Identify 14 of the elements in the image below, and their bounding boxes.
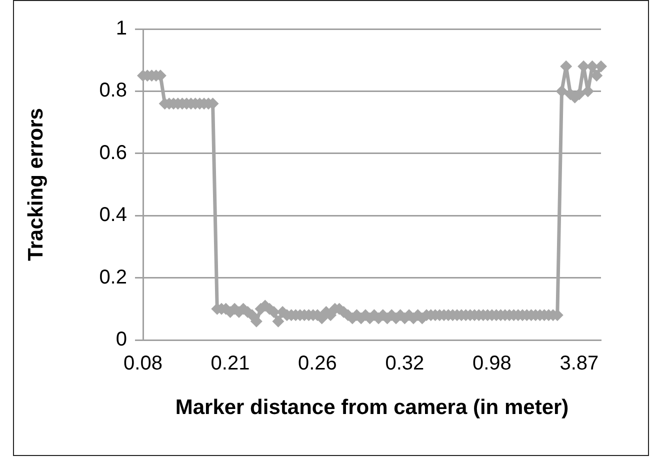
y-tick-label: 0.4 [99,204,127,226]
x-tick-label: 0.21 [210,352,250,375]
y-tick-label: 0.6 [99,142,127,164]
x-tick-label: 0.98 [472,352,512,375]
y-tick-label: 0 [116,328,127,351]
y-tick-label: 1 [116,18,127,40]
y-tick-label: 0.8 [99,80,127,102]
x-tick-label: 3.87 [560,352,599,375]
y-tick-label: 0.2 [99,266,127,288]
x-axis-title: Marker distance from camera (in meter) [175,396,569,420]
x-tick-label: 0.32 [385,352,424,375]
x-tick-label: 0.08 [124,352,162,375]
x-tick-label: 0.26 [298,352,337,375]
y-axis-title: Tracking errors [24,108,48,261]
